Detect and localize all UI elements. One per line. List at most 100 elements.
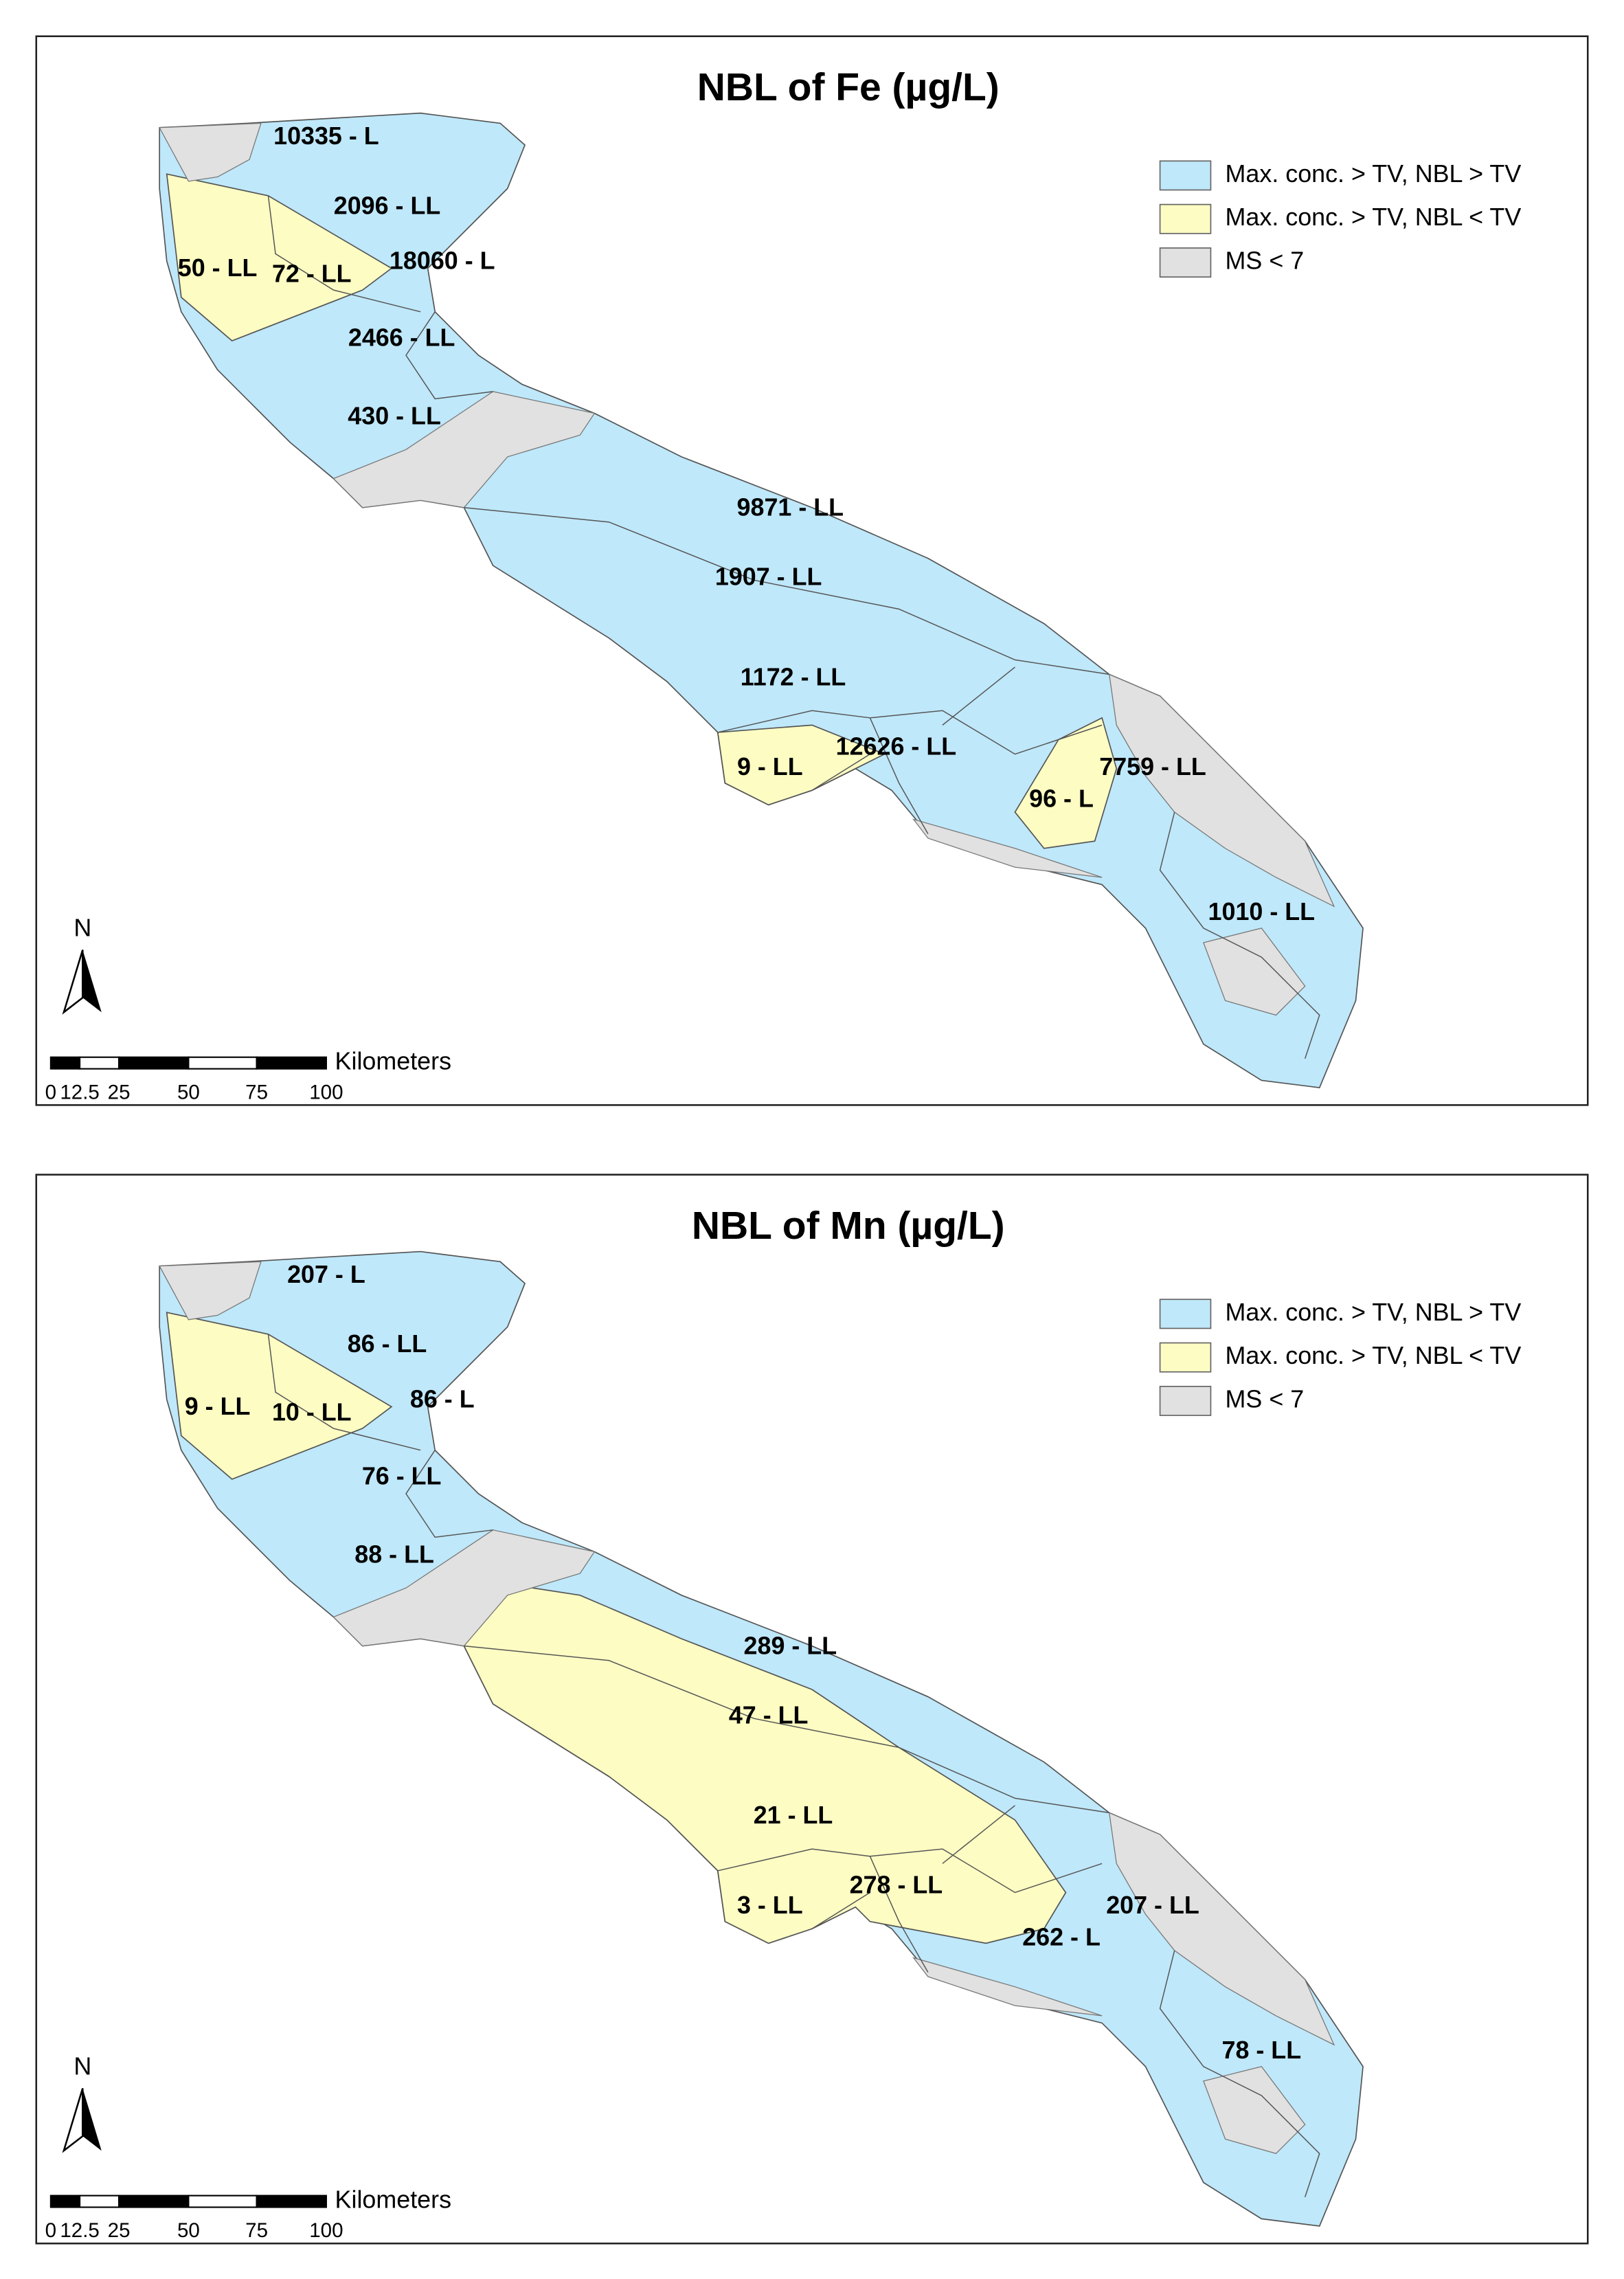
region-label: 9 - LL: [737, 753, 803, 781]
region-label: 50 - LL: [178, 254, 258, 282]
scale-segment: [256, 1056, 327, 1070]
legend-swatch: [1159, 160, 1212, 191]
map-title: NBL of Fe (µg/L): [697, 65, 1000, 109]
scale-segment: [118, 1056, 190, 1070]
legend-label: Max. conc. > TV, NBL > TV: [1226, 160, 1522, 188]
region-label: 21 - LL: [754, 1801, 833, 1829]
legend-label: Max. conc. > TV, NBL < TV: [1226, 203, 1522, 231]
region-border: [942, 1805, 1015, 1864]
region-label: 86 - L: [410, 1385, 475, 1413]
region-border: [869, 717, 929, 835]
scale-segment: [188, 1056, 258, 1070]
region-border: [717, 710, 1103, 755]
region-border: [869, 1856, 929, 1973]
region-label: 47 - LL: [729, 1702, 809, 1729]
scale-unit: Kilometers: [335, 1048, 451, 1075]
scale-tick-label: 100: [309, 1081, 343, 1103]
region-gray: [912, 818, 1103, 878]
region-label: 72 - LL: [272, 260, 352, 288]
region-label: 9871 - LL: [737, 493, 844, 521]
scale-tick-label: 0: [45, 1081, 56, 1103]
scale-tick-label: 75: [245, 2219, 268, 2242]
map-panel: NBL of Mn (µg/L) Max. conc. > TV, NBL > T…: [35, 1174, 1589, 2245]
scale-tick-label: 12.5: [60, 2219, 100, 2242]
region-gray: [332, 391, 596, 508]
scale-tick-label: 50: [177, 2219, 200, 2242]
region-gray: [1108, 1812, 1335, 2046]
region-border: [267, 195, 421, 313]
region-label: 2466 - LL: [348, 324, 455, 351]
scale-tick-label: 0: [45, 2219, 56, 2242]
region-label: 1010 - LL: [1208, 898, 1316, 925]
region-border: [464, 1645, 1109, 1814]
scale-unit: Kilometers: [335, 2186, 451, 2214]
region-label: 78 - LL: [1222, 2036, 1302, 2064]
region-label: 430 - LL: [348, 402, 441, 429]
region-label: 12626 - LL: [836, 733, 956, 761]
region-yellow: [717, 724, 886, 806]
region-label: 2096 - LL: [334, 192, 441, 219]
scale-segment: [49, 1056, 81, 1070]
region-label: 3 - LL: [737, 1891, 803, 1919]
region-label: 10 - LL: [272, 1398, 352, 1426]
region-label: 1907 - LL: [715, 563, 822, 591]
region-gray: [159, 1261, 262, 1321]
region-gray: [332, 1529, 596, 1647]
region-gray: [159, 122, 262, 182]
region-gray: [1203, 928, 1306, 1016]
region-label: 1172 - LL: [741, 663, 846, 691]
region-border: [1159, 811, 1320, 1059]
region-border: [405, 311, 493, 400]
legend-swatch: [1159, 203, 1212, 234]
scale-segment: [256, 2194, 327, 2208]
scale-tick-label: 25: [108, 2219, 131, 2242]
region-yellow: [463, 1580, 1067, 1944]
region-label: 278 - LL: [850, 1872, 943, 1899]
map-title: NBL of Mn (µg/L): [692, 1204, 1005, 1248]
legend-label: Max. conc. > TV, NBL < TV: [1226, 1342, 1522, 1369]
region-label: 262 - L: [1022, 1924, 1101, 1951]
legend-swatch: [1159, 247, 1212, 278]
region-border: [811, 1891, 870, 1929]
scale-segment: [188, 2194, 258, 2208]
scale-segment: [118, 2194, 190, 2208]
legend-swatch: [1159, 1342, 1212, 1373]
region-label: 9 - LL: [185, 1393, 251, 1420]
scale-tick-label: 50: [177, 1081, 200, 1103]
region-label: 96 - L: [1029, 785, 1094, 813]
region-label: 207 - L: [287, 1261, 365, 1288]
region-border: [267, 1334, 421, 1451]
region-gray: [1108, 673, 1335, 908]
region-label: 7759 - LL: [1099, 753, 1206, 781]
scale-segment: [49, 2194, 81, 2208]
region-border: [717, 1848, 1103, 1894]
legend-swatch: [1159, 1386, 1212, 1416]
region-border: [942, 666, 1015, 726]
scale-tick-label: 12.5: [60, 1081, 100, 1103]
region-label: 18060 - L: [390, 247, 495, 275]
region-border: [811, 753, 870, 791]
legend-label: Max. conc. > TV, NBL > TV: [1226, 1299, 1522, 1326]
legend-label: MS < 7: [1226, 247, 1305, 275]
region-label: 289 - LL: [744, 1632, 837, 1659]
north-label: N: [74, 914, 91, 941]
legend-label: MS < 7: [1226, 1385, 1305, 1413]
map-panel: NBL of Fe (µg/L) Max. conc. > TV, NBL > T…: [35, 35, 1589, 1106]
region-label: 76 - LL: [362, 1462, 442, 1490]
region-label: 88 - LL: [354, 1540, 434, 1568]
scale-tick-label: 100: [309, 2219, 343, 2242]
scale-tick-label: 25: [108, 1081, 131, 1103]
region-label: 207 - LL: [1106, 1891, 1199, 1919]
scale-tick-label: 75: [245, 1081, 268, 1103]
scale-segment: [79, 2194, 120, 2208]
region-gray: [912, 1957, 1103, 2017]
scale-segment: [79, 1056, 120, 1070]
region-label: 86 - LL: [348, 1330, 427, 1358]
legend-swatch: [1159, 1299, 1212, 1329]
north-label: N: [74, 2052, 91, 2080]
region-border: [405, 1450, 493, 1538]
region-border: [464, 507, 1109, 675]
region-gray: [1203, 2066, 1306, 2155]
